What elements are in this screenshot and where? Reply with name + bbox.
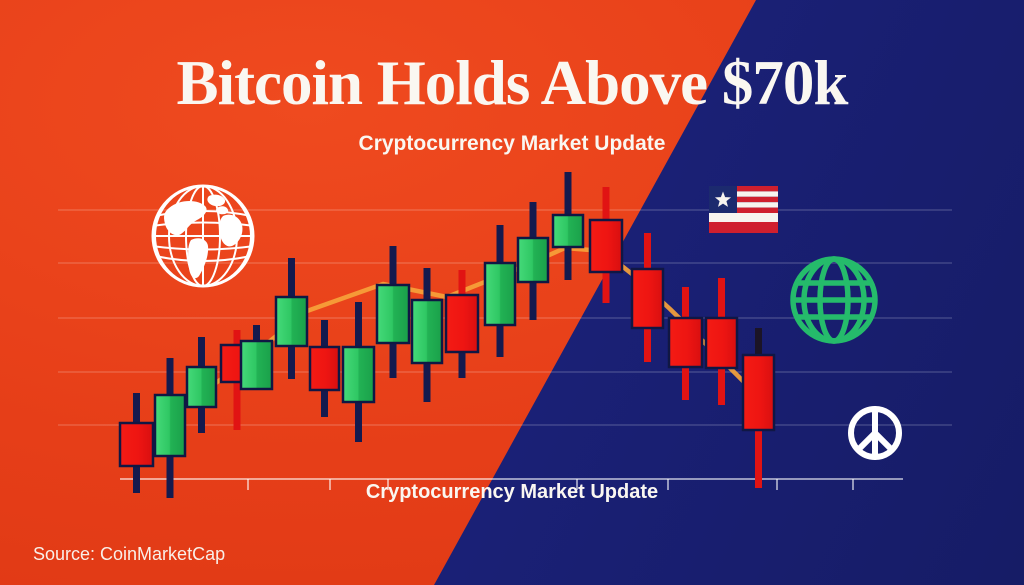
candle-body-up — [410, 298, 444, 365]
source-credit: Source: CoinMarketCap — [33, 544, 226, 564]
candle-body-up — [483, 261, 517, 327]
candle-body-down — [704, 316, 739, 370]
candle-body-up — [516, 236, 550, 284]
flag-stripes — [709, 186, 778, 233]
candle-body-down — [118, 421, 155, 468]
wireframe-earth-icon — [151, 184, 255, 288]
candle-body-up — [375, 283, 411, 345]
candle-body-down — [308, 345, 341, 392]
us-flag-icon — [709, 186, 778, 233]
candle-body-up — [153, 393, 187, 458]
candle-body-up — [239, 339, 274, 391]
candle-body-down — [444, 293, 480, 354]
earth-continents — [164, 194, 243, 279]
candle-body-up — [274, 295, 309, 348]
globe-grid-icon — [790, 256, 878, 344]
candle-body-down — [741, 353, 776, 432]
subtitle: Cryptocurrency Market Update — [358, 132, 666, 155]
candle-body-up — [551, 213, 585, 249]
candle-body-down — [667, 316, 704, 369]
flag-star — [714, 191, 732, 207]
candle-body-down — [588, 218, 624, 274]
headline: Bitcoin Holds Above $70k — [176, 48, 849, 118]
earth-outline — [151, 184, 255, 288]
candle-body-down — [630, 267, 665, 330]
peace-symbol-icon — [848, 406, 902, 460]
chart-caption: Cryptocurrency Market Update — [365, 481, 659, 503]
candle-body-up — [185, 365, 218, 409]
candle-body-up — [341, 345, 376, 404]
